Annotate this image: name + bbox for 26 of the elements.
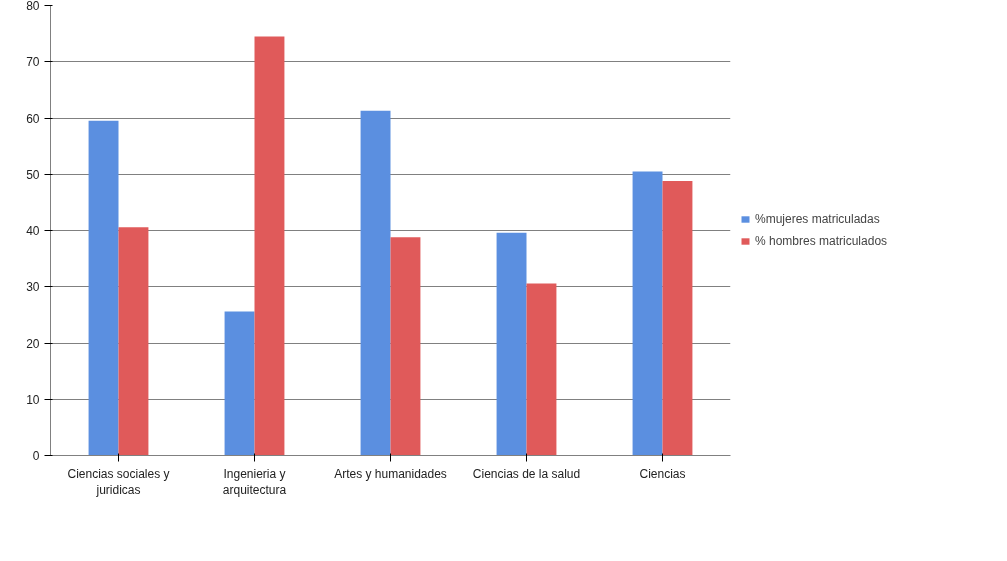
y-tick-label: 40 (26, 224, 40, 238)
bar (360, 110, 391, 456)
bar (496, 232, 527, 456)
y-tick-label: 80 (26, 0, 40, 13)
legend-label: %mujeres matriculadas (755, 212, 880, 226)
bar (390, 237, 421, 456)
legend-label: % hombres matriculados (755, 234, 888, 248)
bar (254, 36, 285, 456)
x-tick-label: Artes y humanidades (334, 466, 447, 481)
bar (118, 227, 149, 456)
y-tick-label: 70 (26, 55, 40, 70)
y-tick-label: 20 (26, 336, 40, 351)
y-tick-label: 60 (26, 111, 40, 126)
y-tick-label: 0 (32, 449, 40, 463)
y-tick-label: 10 (26, 392, 40, 407)
x-tick-label: Ciencias sociales y juridicas (67, 466, 170, 498)
x-tick-label: Ciencias (639, 466, 686, 481)
bar (662, 181, 693, 456)
bar (88, 120, 119, 456)
x-tick-label: Ingenieria y arquitectura (222, 466, 287, 498)
bar (632, 171, 663, 456)
bar (224, 311, 255, 456)
x-tick-label: Ciencias de la salud (472, 466, 581, 481)
y-tick-label: 50 (26, 167, 40, 182)
y-tick-label: 30 (26, 280, 40, 295)
bar (526, 283, 557, 456)
